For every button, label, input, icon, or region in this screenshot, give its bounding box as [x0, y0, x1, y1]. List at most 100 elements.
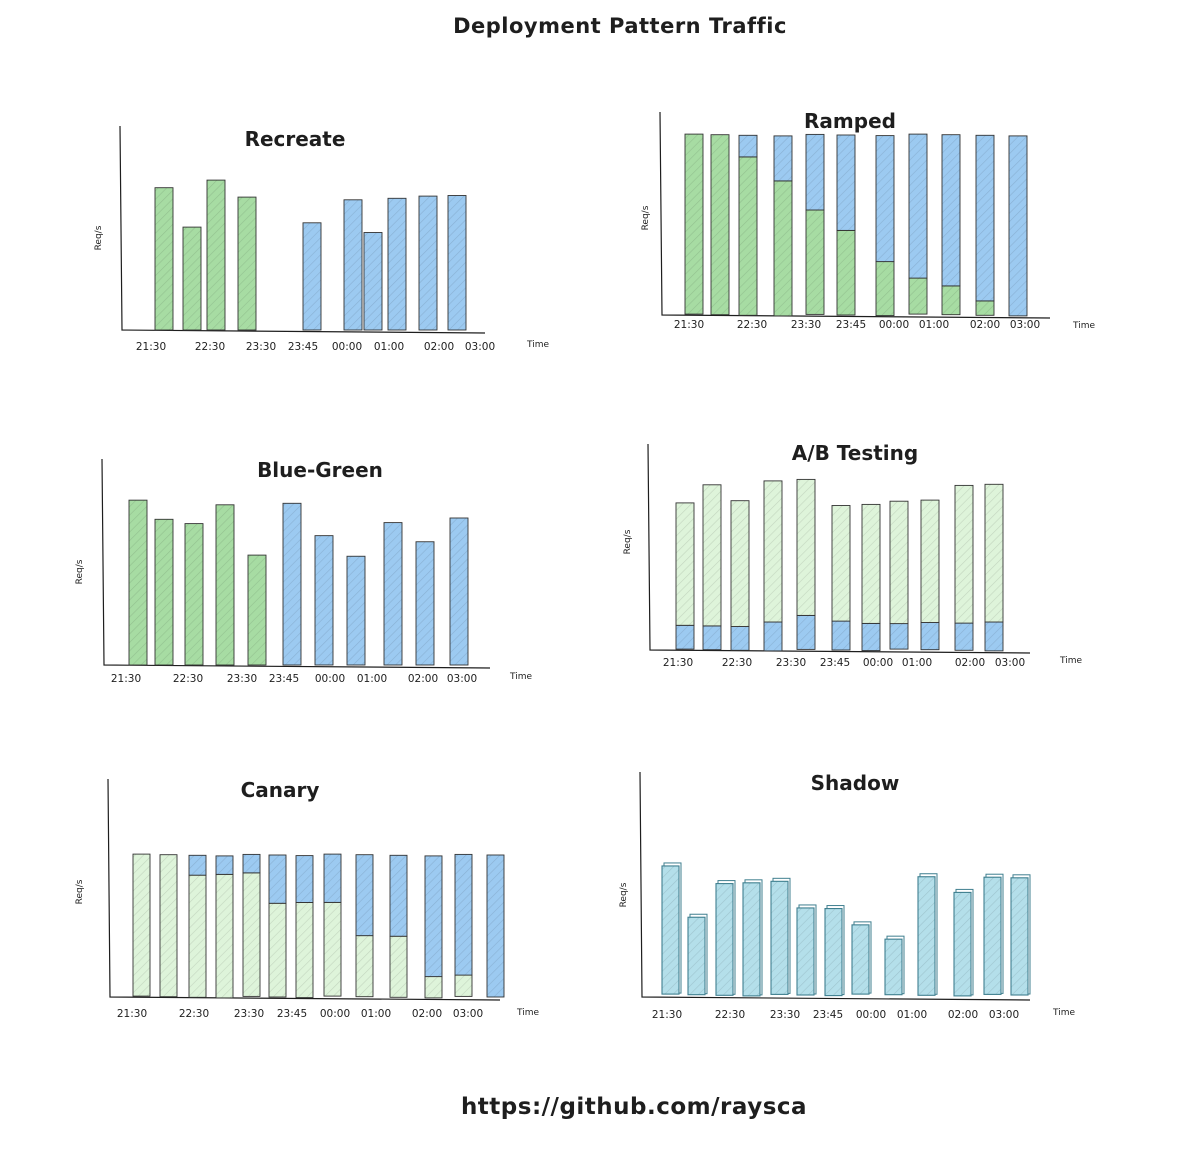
bar-segment-green [875, 261, 895, 317]
bar-segment-blue [268, 854, 287, 904]
bar-blue [383, 522, 403, 666]
bar-segment-light_green [984, 483, 1004, 623]
bar [983, 876, 1002, 995]
x-tick-label: 03:00 [989, 1009, 1019, 1021]
bar-blue [447, 195, 467, 331]
bar-segment-light_green [889, 500, 909, 625]
bar-segment-blue [954, 622, 974, 651]
chart-axes [107, 778, 501, 1001]
x-tick-label: 22:30 [195, 341, 225, 353]
chart-ramped: Ramped Req/s Time 21:30 22:30 23:30 23:45 00:00… [641, 109, 1095, 331]
bar-segment-blue [424, 855, 443, 978]
bar-segment-light_green [159, 854, 178, 998]
bar-green [128, 499, 148, 666]
x-tick-label: 21:30 [117, 1008, 147, 1020]
bar-segment-green [710, 134, 730, 316]
bar-segment-blue [889, 623, 909, 650]
chart-title: Blue-Green [257, 458, 383, 482]
x-tick-label: 03:00 [995, 657, 1025, 669]
x-tick-label: 21:30 [652, 1009, 682, 1021]
bar-segment-blue [323, 853, 342, 903]
x-tick-label: 01:00 [902, 657, 932, 669]
x-tick-label: 22:30 [179, 1008, 209, 1020]
bar-green [154, 187, 174, 331]
bar-segment-green [908, 277, 928, 315]
bar-segment-blue [920, 622, 940, 651]
x-axis-label: Time [516, 1008, 539, 1018]
x-axis-label: Time [509, 672, 532, 682]
bar-segment-light_green [920, 499, 940, 623]
bar-blue [418, 195, 438, 331]
bar-segment-blue [763, 621, 783, 652]
x-tick-label: 23:30 [776, 657, 806, 669]
bar-segment-light_green [730, 500, 750, 627]
x-tick-label: 02:00 [970, 319, 1000, 331]
chart-title: Recreate [245, 127, 346, 151]
bar-segment-blue [730, 626, 750, 651]
bar [953, 891, 972, 997]
x-tick-label: 02:00 [948, 1009, 978, 1021]
bar-blue [302, 222, 322, 331]
bar-segment-light_green [295, 902, 314, 999]
bar-segment-light_green [763, 480, 783, 623]
x-tick-label: 03:00 [465, 341, 495, 353]
chart-axes [119, 125, 486, 334]
chart-canary: Canary Req/s Time 21:30 22:30 23:30 23:45 00:00… [75, 778, 539, 1020]
x-tick-label: 01:00 [374, 341, 404, 353]
bar-segment-blue [836, 134, 856, 231]
chart-axes [639, 771, 1031, 1001]
bar-segment-blue [984, 621, 1004, 652]
y-axis-label: Req/s [623, 529, 633, 554]
bar-segment-light_green [675, 502, 695, 626]
bar-segment-blue [975, 134, 995, 302]
bar-segment-light_green [132, 853, 151, 997]
bar-segment-light_green [323, 901, 342, 997]
x-tick-label: 22:30 [173, 673, 203, 685]
x-tick-label: 00:00 [856, 1009, 886, 1021]
page-title: Deployment Pattern Traffic [453, 14, 787, 38]
bar-segment-green [805, 209, 825, 315]
bar-blue [415, 541, 435, 666]
x-tick-label: 23:45 [836, 319, 866, 331]
bar-segment-blue [486, 854, 505, 998]
x-tick-label: 23:45 [288, 341, 318, 353]
bar-segment-blue [702, 625, 722, 651]
bar [715, 883, 734, 996]
x-tick-label: 23:30 [791, 319, 821, 331]
x-tick-label: 23:45 [269, 673, 299, 685]
bar-segment-green [941, 285, 961, 316]
x-tick-label: 22:30 [737, 319, 767, 331]
bar-segment-green [684, 133, 704, 315]
bar-green [206, 179, 226, 331]
bar [661, 865, 680, 995]
bar-segment-light_green [355, 935, 374, 998]
x-tick-label: 03:00 [1010, 319, 1040, 331]
bar-segment-light_green [389, 935, 408, 998]
footer-link[interactable]: https://github.com/raysca [460, 1094, 808, 1120]
bar-segment-light_green [796, 478, 816, 616]
x-tick-label: 21:30 [136, 341, 166, 353]
bar-segment-light_green [702, 484, 722, 627]
bar-segment-green [975, 300, 995, 316]
x-tick-label: 23:45 [813, 1009, 843, 1021]
x-tick-label: 00:00 [879, 319, 909, 331]
chart-axes [101, 458, 491, 669]
bar-blue [363, 232, 383, 331]
y-axis-label: Req/s [619, 882, 629, 907]
bar-segment-blue [675, 624, 695, 650]
chart-axes [647, 443, 1031, 654]
bar-segment-light_green [454, 974, 473, 997]
chart-title: Shadow [811, 771, 900, 795]
bar [770, 880, 789, 995]
y-axis-label: Req/s [641, 205, 651, 230]
chart-blue-green: Blue-Green Req/s Time 21:30 22:30 23:30 23:45 0… [75, 458, 532, 685]
bar-blue [387, 197, 407, 331]
bar-blue [314, 535, 334, 666]
bar-green [154, 518, 174, 666]
x-tick-label: 02:00 [424, 341, 454, 353]
bar-segment-blue [908, 133, 928, 279]
x-tick-label: 01:00 [361, 1008, 391, 1020]
bar-segment-green [738, 156, 758, 316]
bar [796, 907, 815, 996]
bar-green [184, 523, 204, 666]
